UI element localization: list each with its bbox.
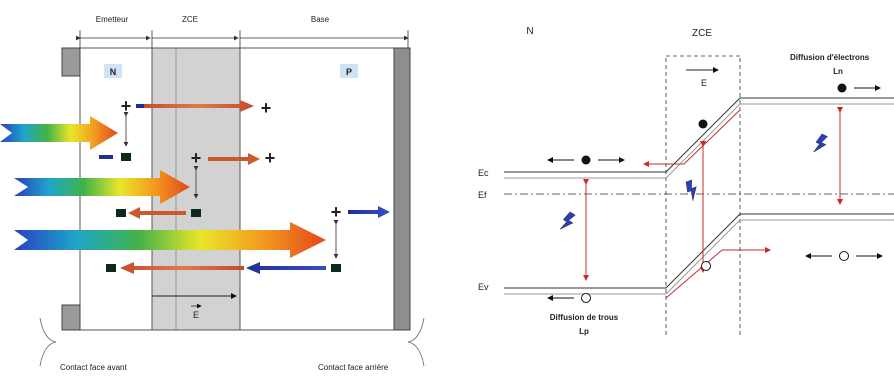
p-label: P	[346, 67, 352, 77]
brace-icon	[407, 317, 425, 367]
electron-diffusion-title: Diffusion d'électrons	[790, 53, 870, 62]
region-label-zce: ZCE	[182, 15, 198, 24]
back-contact	[393, 47, 411, 331]
electron-drift-arrow-3a	[246, 262, 326, 274]
level-label-ev: Ev	[478, 282, 489, 292]
level-label-ef: Ef	[478, 190, 487, 200]
left-panel: Emetteur ZCE Base N P E	[0, 15, 425, 372]
electron-drift-arrow-2	[128, 207, 186, 219]
region-label-emitter: Emetteur	[96, 15, 129, 24]
field-label: E	[701, 78, 707, 88]
level-label-ec: Ec	[478, 168, 489, 178]
plus-carrier-icon: +	[331, 202, 342, 222]
conduction-band	[504, 97, 894, 173]
field-label: E	[193, 310, 199, 320]
minus-carrier-icon	[331, 264, 341, 272]
n-label-box	[104, 64, 122, 78]
hole-diffusion-title: Diffusion de trous	[550, 313, 619, 322]
photon-icon	[559, 211, 576, 230]
region-label-n: N	[526, 26, 533, 37]
back-contact-label: Contact face arrière	[318, 363, 389, 372]
right-panel: N ZCE E Ec Ef Ev	[478, 26, 894, 338]
hole-icon	[581, 293, 591, 303]
electron-drift-arrow-3b	[120, 262, 244, 274]
electron-icon	[698, 119, 708, 129]
hole-diffusion-length: Lp	[579, 327, 589, 336]
minus-drift-arrow	[99, 155, 113, 159]
photon-icon	[685, 179, 697, 201]
cell-body	[79, 47, 411, 331]
photon-beam-3	[14, 222, 326, 258]
p-label-box	[340, 64, 358, 78]
front-contact-bottom	[61, 304, 81, 331]
hole-drift-arrow	[665, 247, 771, 299]
photon-beam-1	[0, 116, 118, 150]
electron-icon	[837, 83, 847, 93]
minus-carrier-icon	[121, 153, 131, 161]
photon-icon	[813, 133, 828, 153]
minus-carrier-icon	[191, 209, 201, 217]
hole-drift-arrow-3	[348, 206, 390, 218]
brace-icon	[39, 317, 57, 367]
region-label-zce: ZCE	[692, 28, 712, 39]
hole-icon	[701, 261, 711, 271]
region-label-base: Base	[311, 15, 330, 24]
plus-carrier-icon: +	[121, 96, 132, 116]
minus-carrier-icon	[106, 264, 116, 272]
electron-diffusion-length: Ln	[833, 67, 843, 76]
plus-carrier-icon: +	[261, 98, 272, 118]
plus-carrier-icon: +	[265, 148, 276, 168]
plus-carrier-icon: +	[191, 148, 202, 168]
hole-drift-arrow-2	[208, 153, 260, 165]
electron-drift-arrow	[643, 109, 741, 167]
hole-drift-arrow-1	[142, 100, 254, 112]
electron-icon	[581, 155, 591, 165]
front-contact-label: Contact face avant	[60, 363, 127, 372]
front-contact-top	[61, 47, 81, 77]
hole-icon	[839, 251, 849, 261]
valence-band	[504, 213, 894, 289]
n-label: N	[110, 67, 117, 77]
minus-carrier-icon	[116, 209, 126, 217]
photon-beam-2	[14, 170, 190, 204]
dimension-lines	[76, 30, 409, 48]
